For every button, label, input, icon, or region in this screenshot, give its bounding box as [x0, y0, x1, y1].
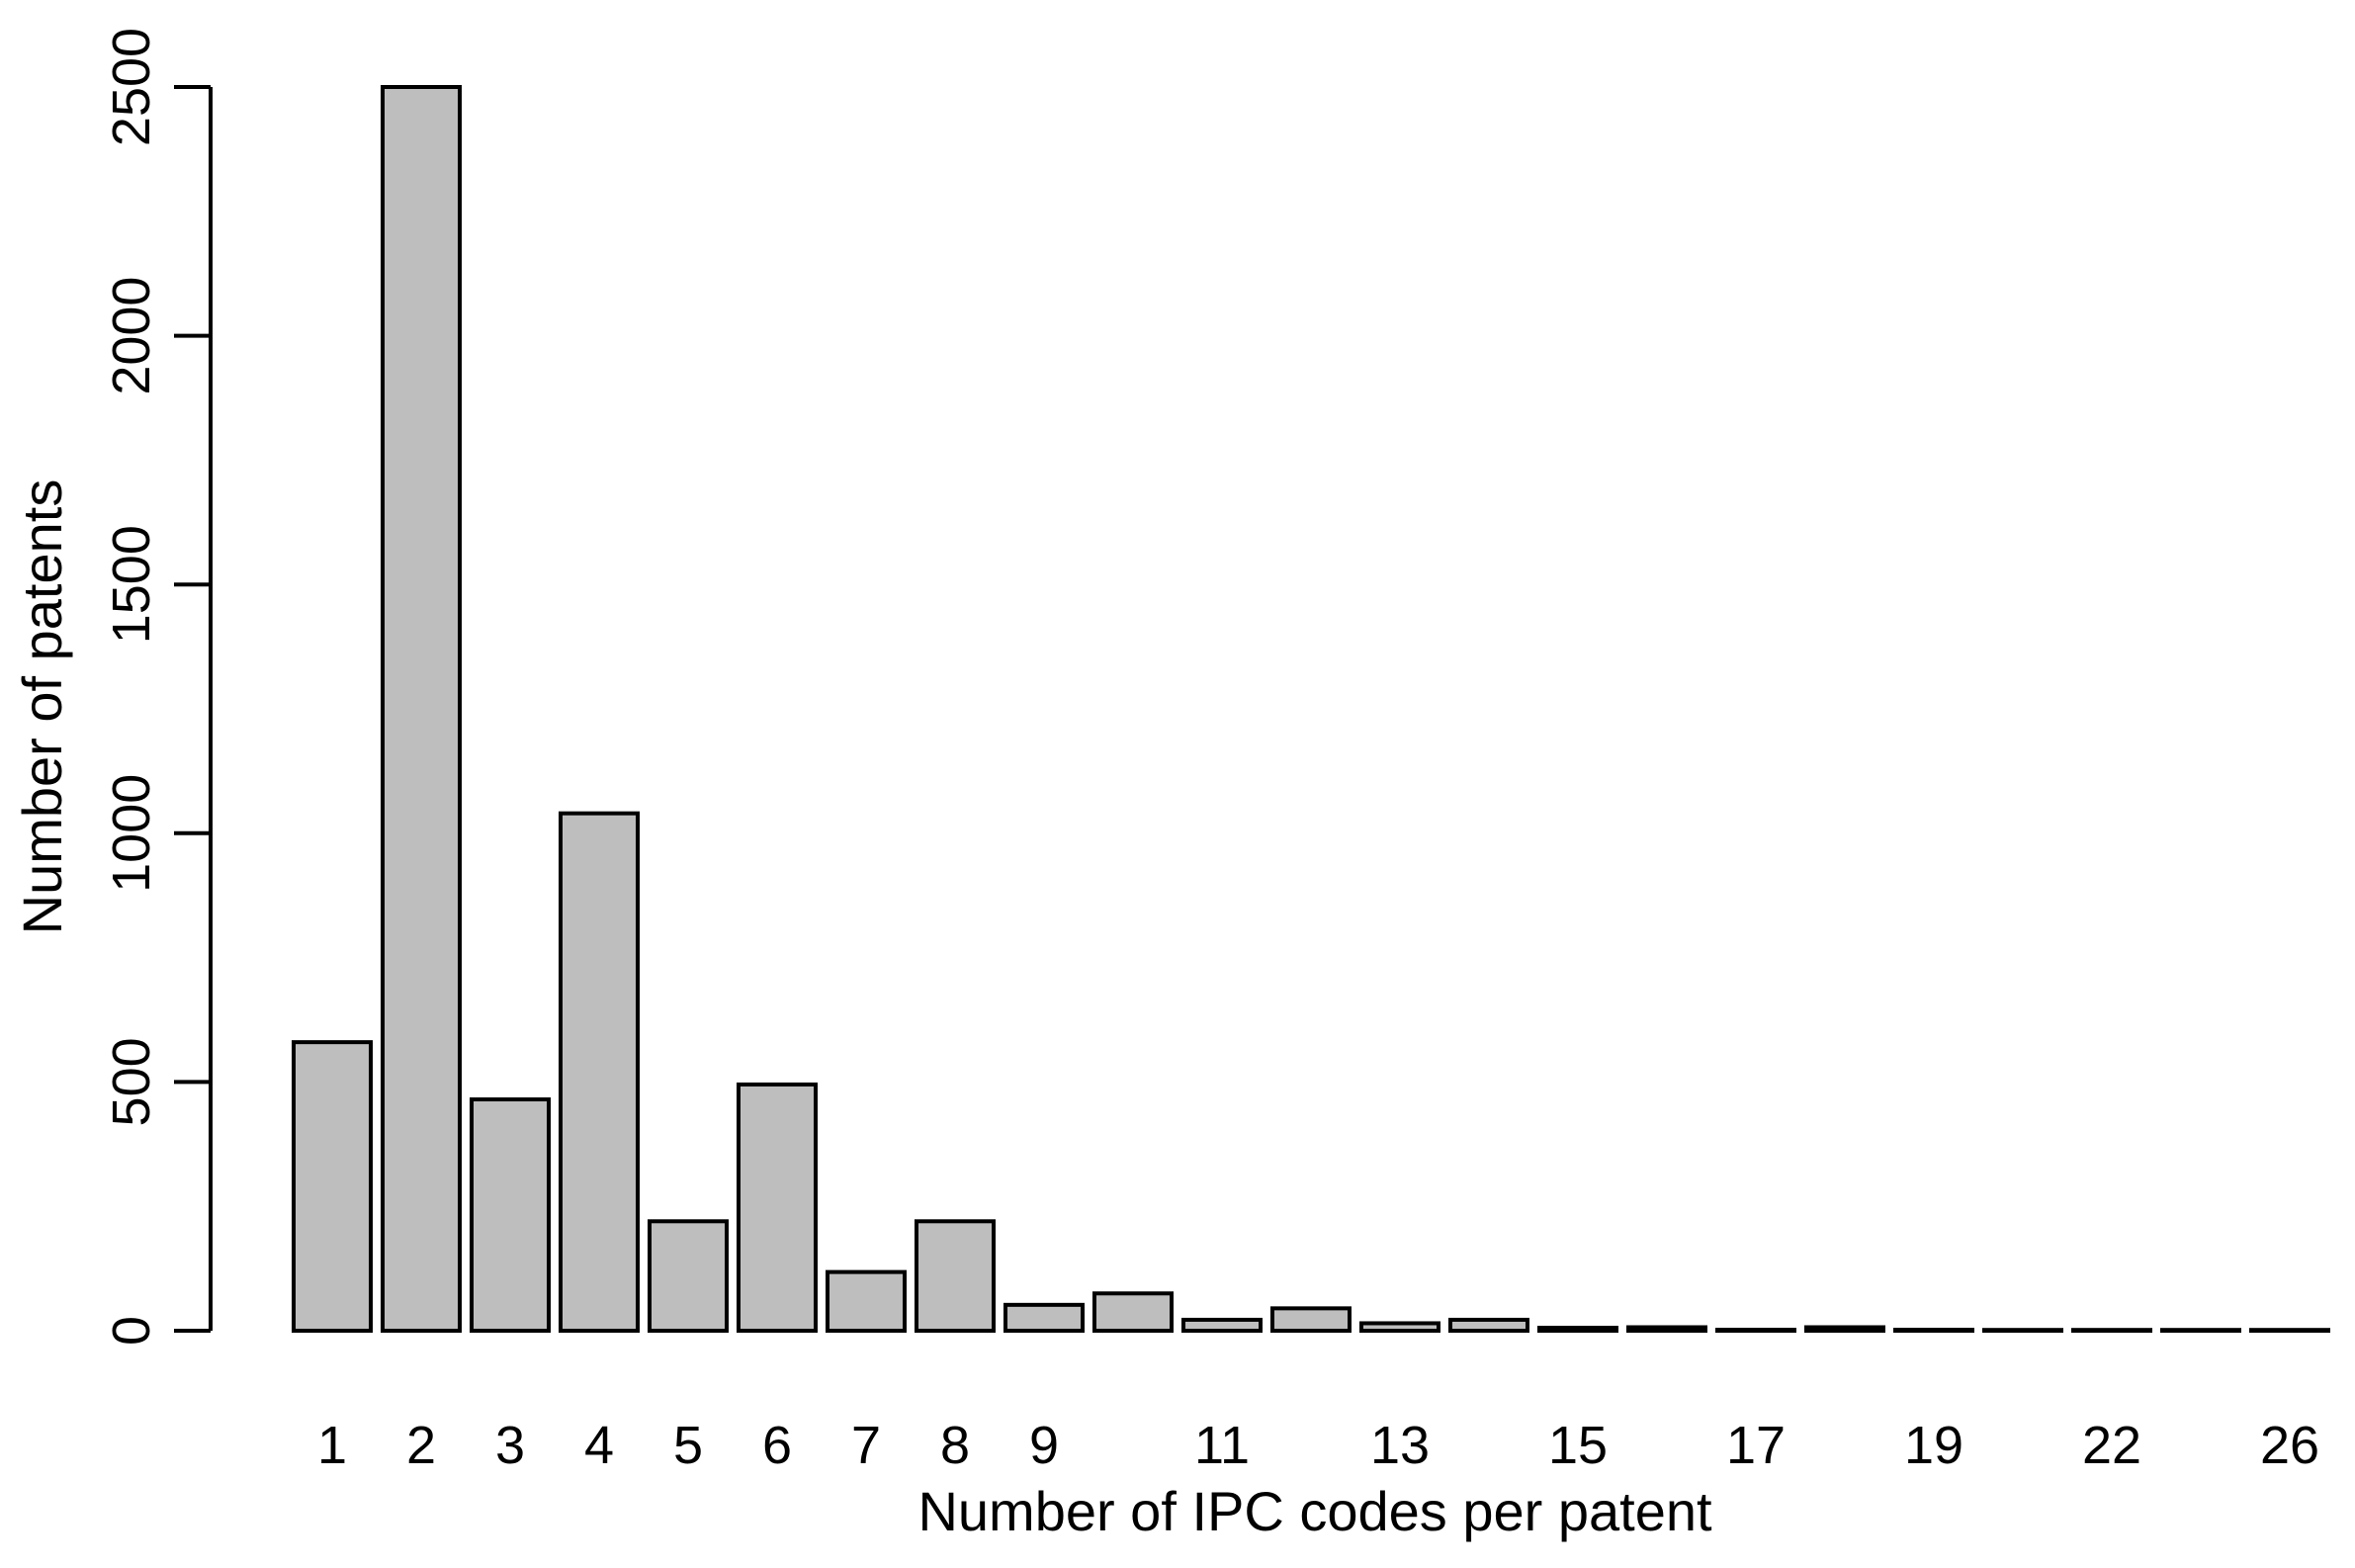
- y-tick-label: 2000: [102, 277, 161, 395]
- x-tick-label: 19: [1904, 1416, 1963, 1475]
- bar-26: [2249, 1328, 2330, 1333]
- bar-6: [737, 1082, 818, 1334]
- bar-17: [1715, 1327, 1796, 1334]
- bar-13: [1359, 1321, 1440, 1334]
- bar-9: [1003, 1302, 1085, 1334]
- x-tick-label: 3: [495, 1416, 525, 1475]
- bar-12: [1270, 1306, 1352, 1333]
- y-axis: 0 500 1000 1500 2000 2500: [102, 28, 213, 1346]
- bar-2: [381, 85, 462, 1333]
- x-tick-label: 22: [2082, 1416, 2141, 1475]
- bar-20: [1982, 1328, 2063, 1333]
- bar-14: [1448, 1317, 1529, 1333]
- x-tick-labels: 1 2 3 4 5 6 7 8 9 11 13 15 17 19 22 26: [317, 1416, 2319, 1475]
- bar-19: [1893, 1327, 1974, 1334]
- x-tick-label: 9: [1029, 1416, 1059, 1475]
- y-tick-label: 0: [102, 1316, 161, 1346]
- x-tick-label: 2: [406, 1416, 436, 1475]
- x-tick-label: 17: [1726, 1416, 1786, 1475]
- x-tick-label: 6: [762, 1416, 792, 1475]
- bar-10: [1092, 1291, 1174, 1334]
- bar-11: [1181, 1317, 1263, 1333]
- x-tick-label: 1: [317, 1416, 347, 1475]
- bar-15: [1537, 1325, 1618, 1334]
- bar-22: [2071, 1328, 2152, 1333]
- x-tick-label: 15: [1548, 1416, 1608, 1475]
- bar-3: [470, 1097, 551, 1333]
- y-tick-label: 1000: [102, 774, 161, 893]
- bar-7: [826, 1269, 907, 1334]
- x-axis-label: Number of IPC codes per patent: [917, 1480, 1712, 1542]
- bar-8: [915, 1219, 996, 1334]
- x-tick-label: 13: [1370, 1416, 1430, 1475]
- bar-5: [648, 1219, 729, 1334]
- x-tick-label: 4: [584, 1416, 614, 1475]
- x-tick-label: 8: [940, 1416, 970, 1475]
- y-axis-label: Number of patents: [11, 479, 73, 935]
- bar-16: [1626, 1325, 1707, 1333]
- x-tick-label: 26: [2260, 1416, 2319, 1475]
- y-tick-label: 500: [102, 1037, 161, 1126]
- x-tick-label: 11: [1194, 1416, 1250, 1475]
- y-tick-label: 1500: [102, 525, 161, 644]
- bar-24: [2160, 1328, 2241, 1333]
- y-tick-label: 2500: [102, 28, 161, 146]
- x-tick-label: 5: [673, 1416, 703, 1475]
- bar-4: [559, 811, 640, 1333]
- bar-1: [292, 1040, 373, 1334]
- bar-18: [1804, 1325, 1885, 1333]
- bars: [292, 85, 2330, 1334]
- x-tick-label: 7: [851, 1416, 881, 1475]
